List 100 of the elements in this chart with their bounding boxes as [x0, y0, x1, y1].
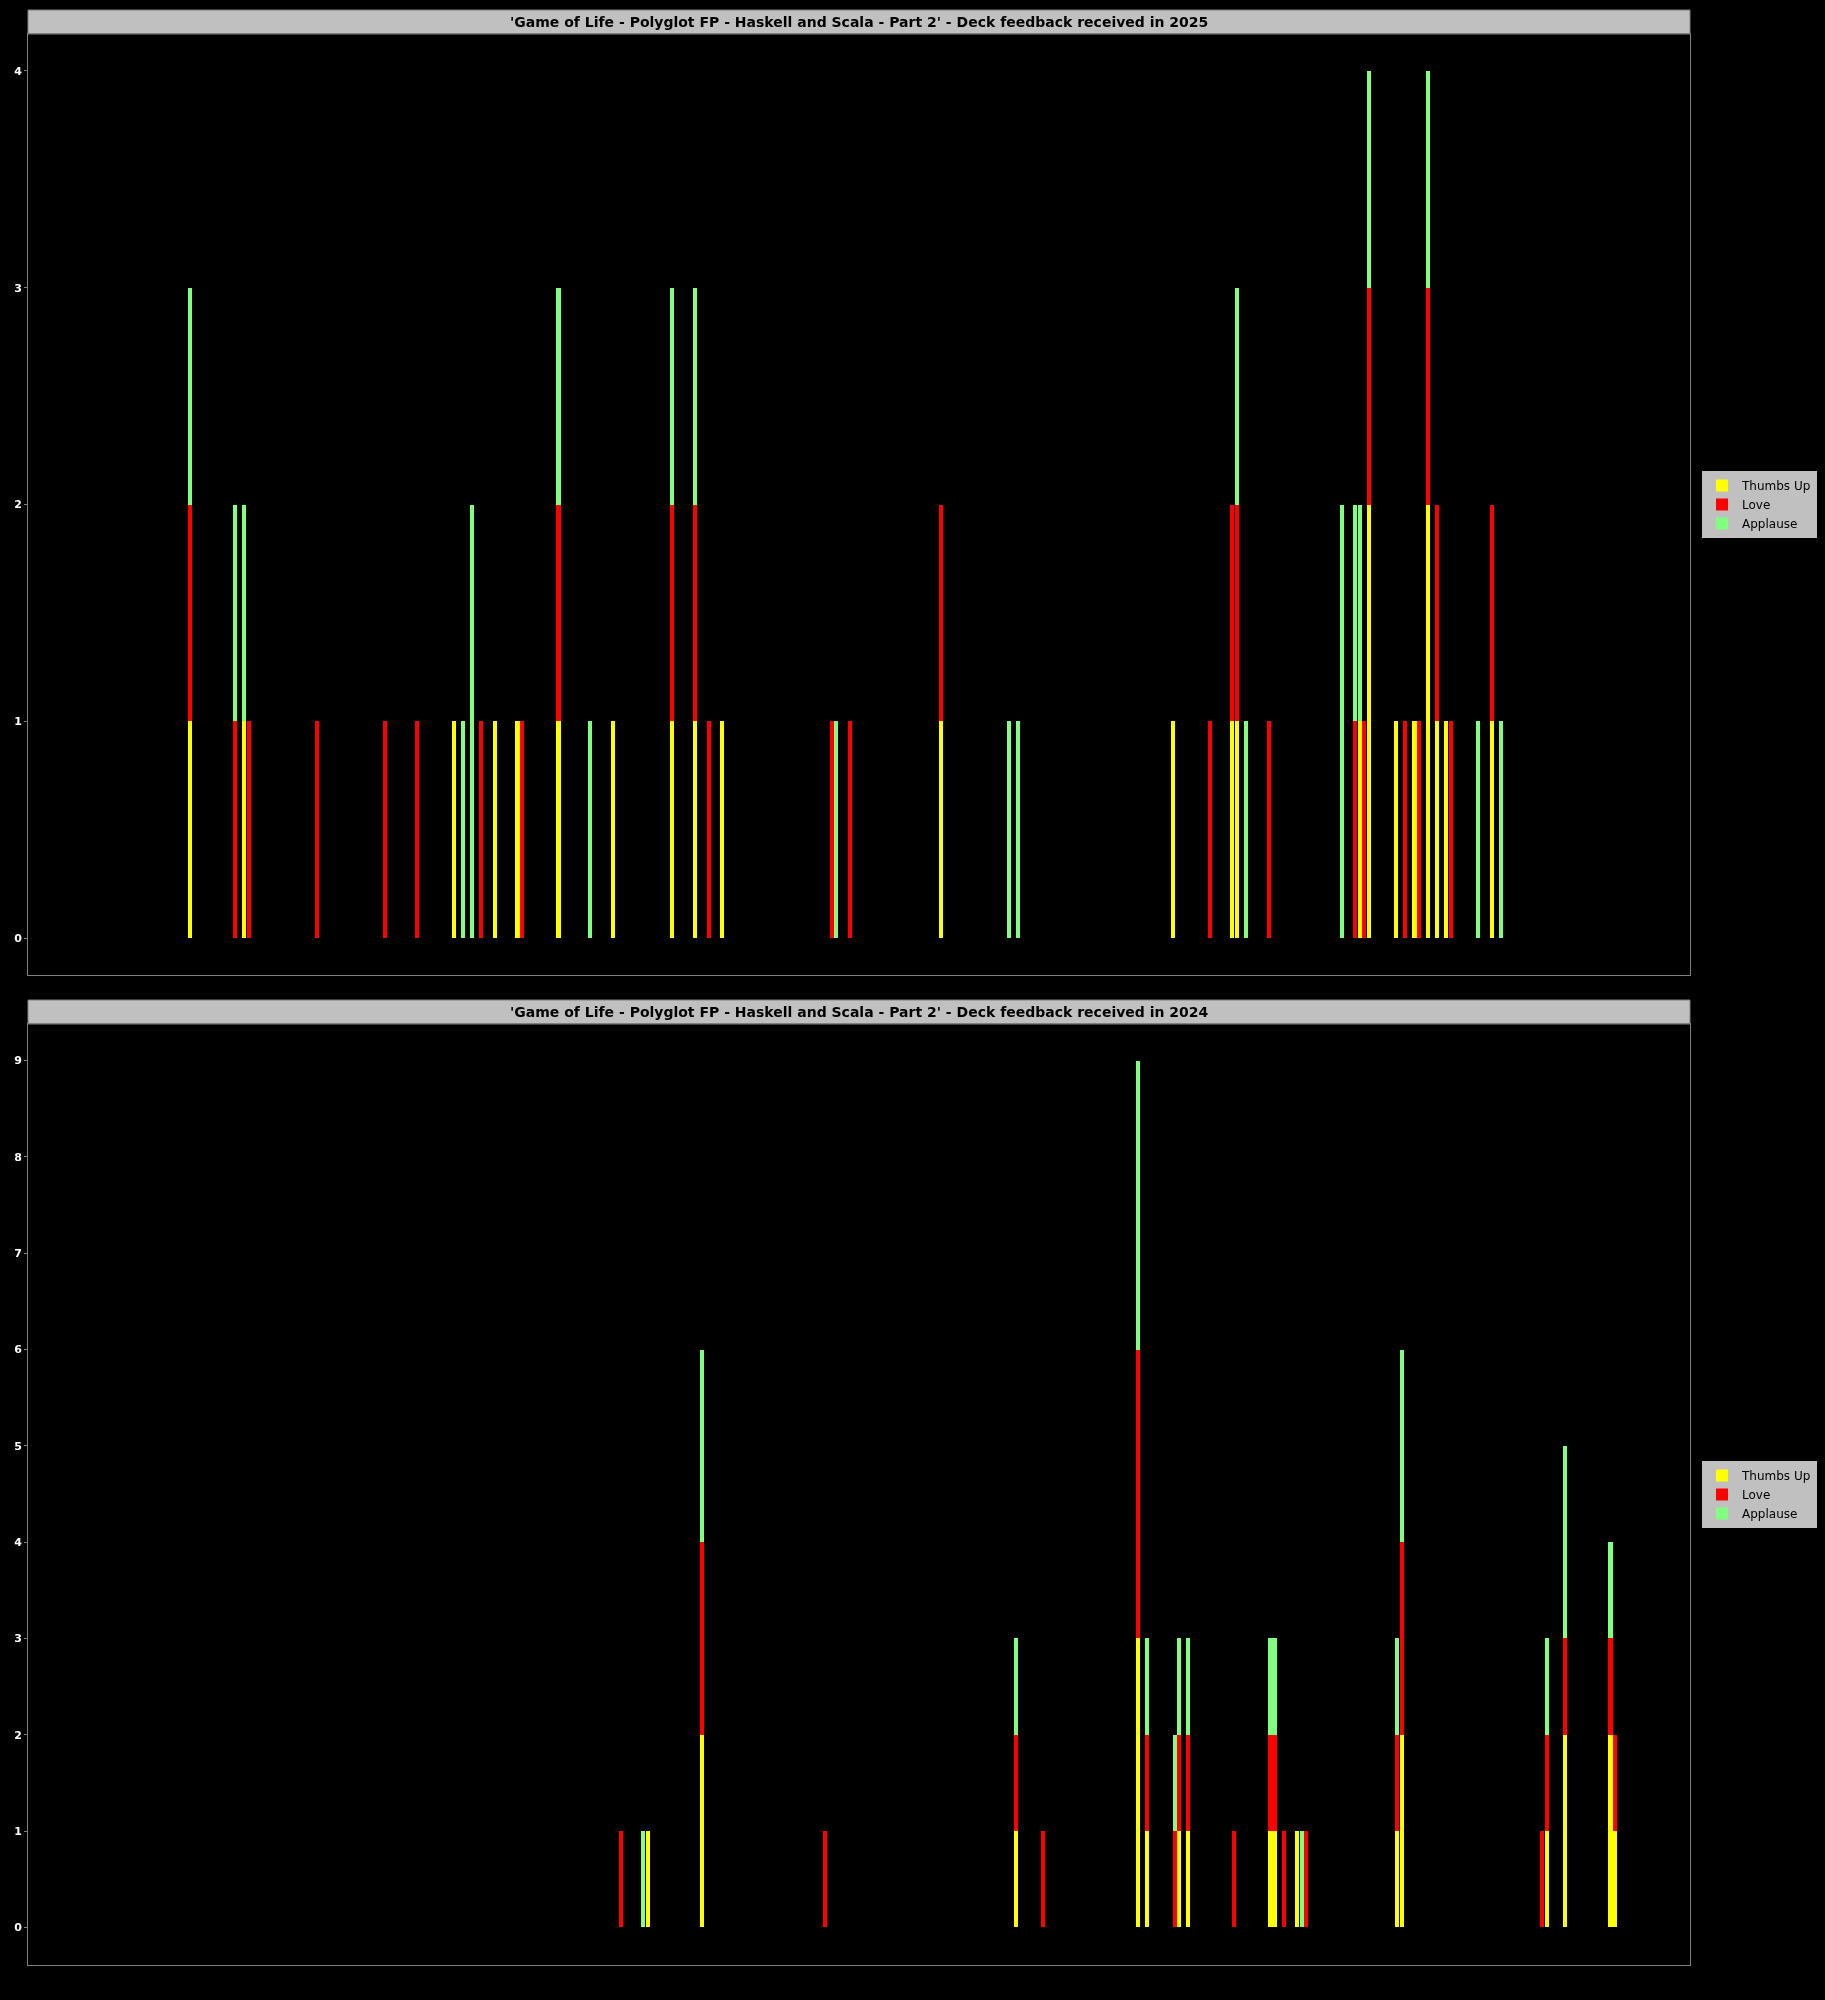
bar [1362, 721, 1367, 939]
bar [1136, 1638, 1141, 1928]
bar [1177, 1734, 1182, 1832]
bar [670, 721, 675, 939]
bar [693, 721, 698, 939]
bar [1563, 1638, 1568, 1735]
bar [1399, 1349, 1404, 1543]
chart-title: 'Game of Life - Polyglot FP - Haskell and Scala - Part 2' - Deck feedback received in 2024 [510, 1004, 1209, 1020]
bar [242, 721, 247, 939]
bar [1435, 504, 1440, 722]
bar [1186, 1831, 1191, 1928]
bar [246, 721, 251, 939]
bar [1394, 721, 1399, 939]
bar [1366, 504, 1372, 939]
bar [1412, 721, 1417, 939]
bar [588, 721, 593, 939]
bar [1186, 1734, 1191, 1832]
bar [1234, 287, 1239, 505]
bar [1281, 1831, 1286, 1928]
y-tick-label: 0 [14, 931, 23, 945]
bar [1366, 287, 1372, 505]
y-tick-label: 2 [14, 498, 22, 512]
y-tick-label: 7 [14, 1247, 22, 1261]
legend-label: Thumbs Up [1741, 1469, 1811, 1484]
bar [520, 721, 525, 939]
bar [1136, 1349, 1141, 1639]
bar [1172, 1734, 1177, 1832]
bar [1177, 1831, 1182, 1928]
bar [1295, 1831, 1300, 1928]
bar [1608, 1638, 1613, 1735]
bar [670, 504, 675, 722]
y-tick-label: 6 [14, 1343, 23, 1357]
bar [1489, 721, 1494, 939]
legend-label: Applause [1742, 517, 1798, 532]
bar [822, 1831, 827, 1928]
bar [1234, 721, 1239, 939]
y-tick-label: 3 [14, 1632, 22, 1646]
bar [1613, 1734, 1618, 1832]
bar [1498, 721, 1504, 939]
bar [700, 1734, 705, 1928]
bar [1399, 1542, 1404, 1735]
bar [1417, 721, 1422, 939]
bar [1172, 1831, 1177, 1928]
y-tick-label: 4 [14, 1536, 23, 1550]
legend-label: Applause [1742, 1507, 1798, 1522]
bar [693, 504, 698, 722]
y-tick-label: 1 [14, 715, 22, 729]
bar [1230, 721, 1235, 939]
bar [1177, 1638, 1182, 1735]
bar [187, 504, 192, 722]
bar [1426, 70, 1431, 288]
bar [829, 721, 834, 939]
legend-label: Thumbs Up [1741, 479, 1811, 494]
bar [1230, 504, 1235, 722]
bar [1339, 504, 1344, 939]
bar [1266, 721, 1271, 939]
bar [1544, 1638, 1549, 1735]
y-tick-label: 0 [14, 1921, 23, 1935]
bar [1540, 1831, 1545, 1928]
bar [1040, 1831, 1045, 1928]
bar [1608, 1542, 1613, 1639]
bar [1353, 721, 1358, 939]
bar [1444, 721, 1449, 939]
y-tick-label: 1 [14, 1824, 22, 1838]
bar [451, 721, 456, 939]
bar [1272, 1638, 1277, 1735]
bar [1563, 1445, 1568, 1639]
bar [1426, 504, 1431, 939]
legend-label: Love [1742, 498, 1771, 513]
bar [460, 721, 465, 939]
bar [233, 504, 238, 722]
bar [700, 1349, 705, 1543]
bar [1007, 721, 1012, 939]
bar [479, 721, 484, 939]
y-tick-label: 5 [14, 1439, 22, 1453]
bar [1353, 504, 1358, 722]
bar [1395, 1734, 1400, 1832]
bar [556, 721, 561, 939]
bar [1544, 1734, 1549, 1832]
bar [700, 1542, 705, 1735]
bar [1272, 1831, 1277, 1928]
bar [315, 721, 320, 939]
y-tick-label: 3 [14, 281, 22, 295]
bar [1171, 721, 1176, 939]
bar [1476, 721, 1481, 939]
bar [1357, 721, 1362, 939]
y-tick-label: 9 [14, 1054, 22, 1068]
bar [706, 721, 711, 939]
y-tick-label: 8 [14, 1150, 22, 1164]
bar [187, 287, 192, 505]
legend-label: Love [1742, 1488, 1771, 1503]
bar [556, 287, 561, 505]
bar [834, 721, 839, 939]
bar [1145, 1734, 1150, 1832]
bar [1272, 1734, 1277, 1832]
bar [693, 287, 698, 505]
bar [1357, 504, 1362, 722]
bar [1234, 504, 1239, 722]
bar [515, 721, 520, 939]
bar [1304, 1831, 1309, 1928]
